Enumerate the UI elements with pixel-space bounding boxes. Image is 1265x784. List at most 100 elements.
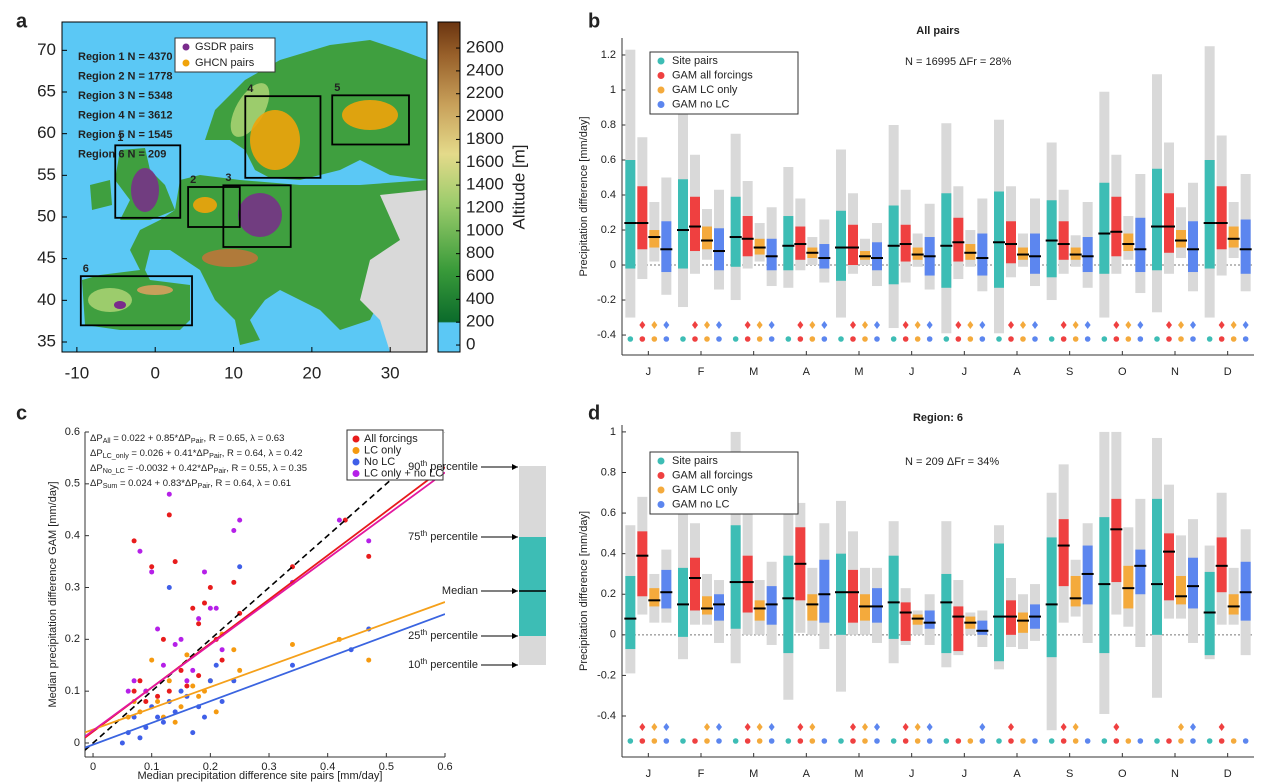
marker-circle <box>926 336 933 342</box>
range-25-75 <box>1123 565 1134 609</box>
region-count: Region 1 N = 4370 <box>78 51 172 63</box>
marker-circle <box>1060 336 1067 342</box>
text-run: ΔP <box>90 463 103 474</box>
marker-circle <box>1113 738 1120 744</box>
significance-diamond <box>1072 723 1079 731</box>
range-25-75 <box>730 196 741 267</box>
range-25-75 <box>872 242 882 271</box>
y-tick-label: 1 <box>610 84 616 96</box>
range-25-75 <box>1152 498 1162 635</box>
text-run: , R = 0.64, λ = 0.42 <box>222 448 303 459</box>
range-25-75 <box>754 600 765 621</box>
y-axis-label: Median precipitation difference GAM [mm/… <box>47 481 59 707</box>
marker-circle <box>902 738 909 744</box>
legend-label: GSDR pairs <box>195 41 254 53</box>
x-tick-label: J <box>909 768 915 780</box>
y-tick-label: 0.1 <box>65 685 80 697</box>
point <box>190 605 196 611</box>
legend-marker <box>657 472 665 479</box>
legend-label: All forcings <box>364 433 418 445</box>
range-25-75 <box>1018 612 1028 633</box>
point <box>149 657 155 663</box>
significance-diamond <box>1113 723 1120 731</box>
x-tick-label: 0 <box>150 363 159 382</box>
x-tick-label: F <box>698 366 705 378</box>
point <box>137 735 143 741</box>
significance-diamond <box>797 723 804 731</box>
y-tick-label: 40 <box>37 290 56 309</box>
key-label: 10th percentile <box>408 657 478 671</box>
range-25-75 <box>836 210 846 281</box>
marker-circle <box>1166 336 1172 342</box>
marker-circle <box>1032 336 1038 342</box>
marker-circle <box>732 738 739 744</box>
range-25-75 <box>730 525 741 629</box>
colorbar-tick-label: 200 <box>466 312 494 331</box>
x-tick-label: M <box>749 768 758 780</box>
x-tick-label: J <box>646 366 652 378</box>
significance-diamond <box>914 321 921 329</box>
x-tick-label: 20 <box>302 363 321 382</box>
key-label: 75th percentile <box>408 529 478 543</box>
range-25-75 <box>742 555 753 613</box>
y-tick-label: 50 <box>37 206 56 225</box>
significance-diamond <box>1190 723 1196 731</box>
y-tick-label: 1.2 <box>601 49 616 61</box>
text-run: , R = 0.64, λ = 0.61 <box>210 478 291 489</box>
range-25-75 <box>1046 537 1057 658</box>
map-frame <box>61 21 428 353</box>
range-25-75 <box>766 238 777 271</box>
marker-circle <box>716 738 722 744</box>
y-tick-label: 45 <box>37 248 56 267</box>
x-tick-label: A <box>803 768 811 780</box>
significance-diamond <box>902 321 909 329</box>
marker-circle <box>756 738 763 744</box>
marker-circle <box>639 738 646 744</box>
marker-circle <box>874 738 880 744</box>
colorbar-tick-label: 600 <box>466 266 494 285</box>
point <box>155 699 161 705</box>
range-25-75 <box>1204 160 1215 269</box>
region-box <box>79 275 193 327</box>
significance-diamond <box>744 321 751 329</box>
colorbar-tick-label: 1200 <box>466 197 504 216</box>
marker-circle <box>1020 738 1026 744</box>
text-run: = -0.0032 + 0.42*ΔP <box>125 463 214 474</box>
range-25-75 <box>649 588 660 607</box>
marker-circle <box>1020 336 1026 342</box>
marker-circle <box>955 738 962 744</box>
significance-diamond <box>1166 321 1172 329</box>
significance-diamond <box>1137 321 1144 329</box>
legend-box <box>174 37 276 73</box>
region-box <box>187 186 241 228</box>
fit-line <box>85 471 445 738</box>
marker-circle <box>821 738 828 744</box>
text-run: ΔP <box>90 478 103 489</box>
range-25-75 <box>1006 600 1016 635</box>
range-25-75 <box>649 230 660 248</box>
significance-diamond <box>1190 321 1196 329</box>
range-25-75 <box>1070 575 1081 607</box>
legend-marker <box>352 458 360 466</box>
marker-circle <box>1190 336 1196 342</box>
range-25-75 <box>661 569 672 609</box>
range-25-75 <box>742 216 753 257</box>
marker-circle <box>1032 738 1038 744</box>
significance-diamond <box>797 321 804 329</box>
y-tick-label: 70 <box>37 40 56 59</box>
range-25-75 <box>953 217 964 262</box>
range-25-75 <box>1111 498 1122 583</box>
range-25-75 <box>912 614 923 625</box>
significance-diamond <box>1125 321 1132 329</box>
x-tick-label: -10 <box>65 363 90 382</box>
marker-circle <box>1190 738 1196 744</box>
y-tick-label: -0.2 <box>597 294 616 306</box>
point <box>196 693 202 699</box>
marker-circle <box>996 738 1002 744</box>
significance-diamond <box>639 723 646 731</box>
point <box>172 559 178 565</box>
marker-circle <box>1166 738 1172 744</box>
fit-equation: ΔPLC_only = 0.026 + 0.41*ΔPPair, R = 0.6… <box>90 448 303 460</box>
significance-diamond <box>1008 321 1014 329</box>
marker-circle <box>704 738 710 744</box>
